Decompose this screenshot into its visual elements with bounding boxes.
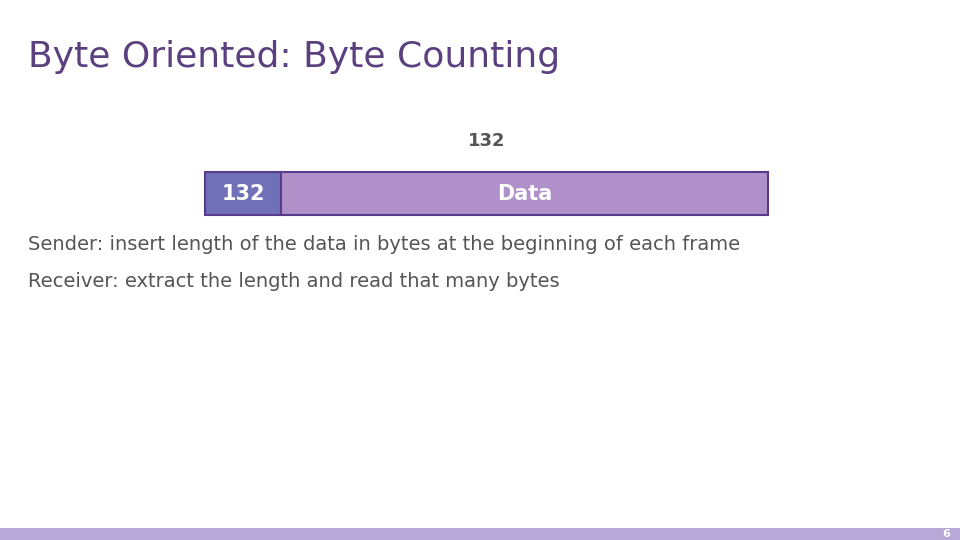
Bar (205, 172, 281, 215)
Text: Data: Data (497, 184, 552, 204)
Text: 132: 132 (468, 132, 505, 150)
Text: Sender: insert length of the data in bytes at the beginning of each frame: Sender: insert length of the data in byt… (28, 235, 740, 254)
Bar (281, 172, 768, 215)
Text: Byte Oriented: Byte Counting: Byte Oriented: Byte Counting (28, 40, 560, 74)
Bar (0, 528, 960, 540)
Text: 6: 6 (942, 529, 950, 539)
Text: Receiver: extract the length and read that many bytes: Receiver: extract the length and read th… (28, 272, 560, 291)
Text: 132: 132 (221, 184, 265, 204)
